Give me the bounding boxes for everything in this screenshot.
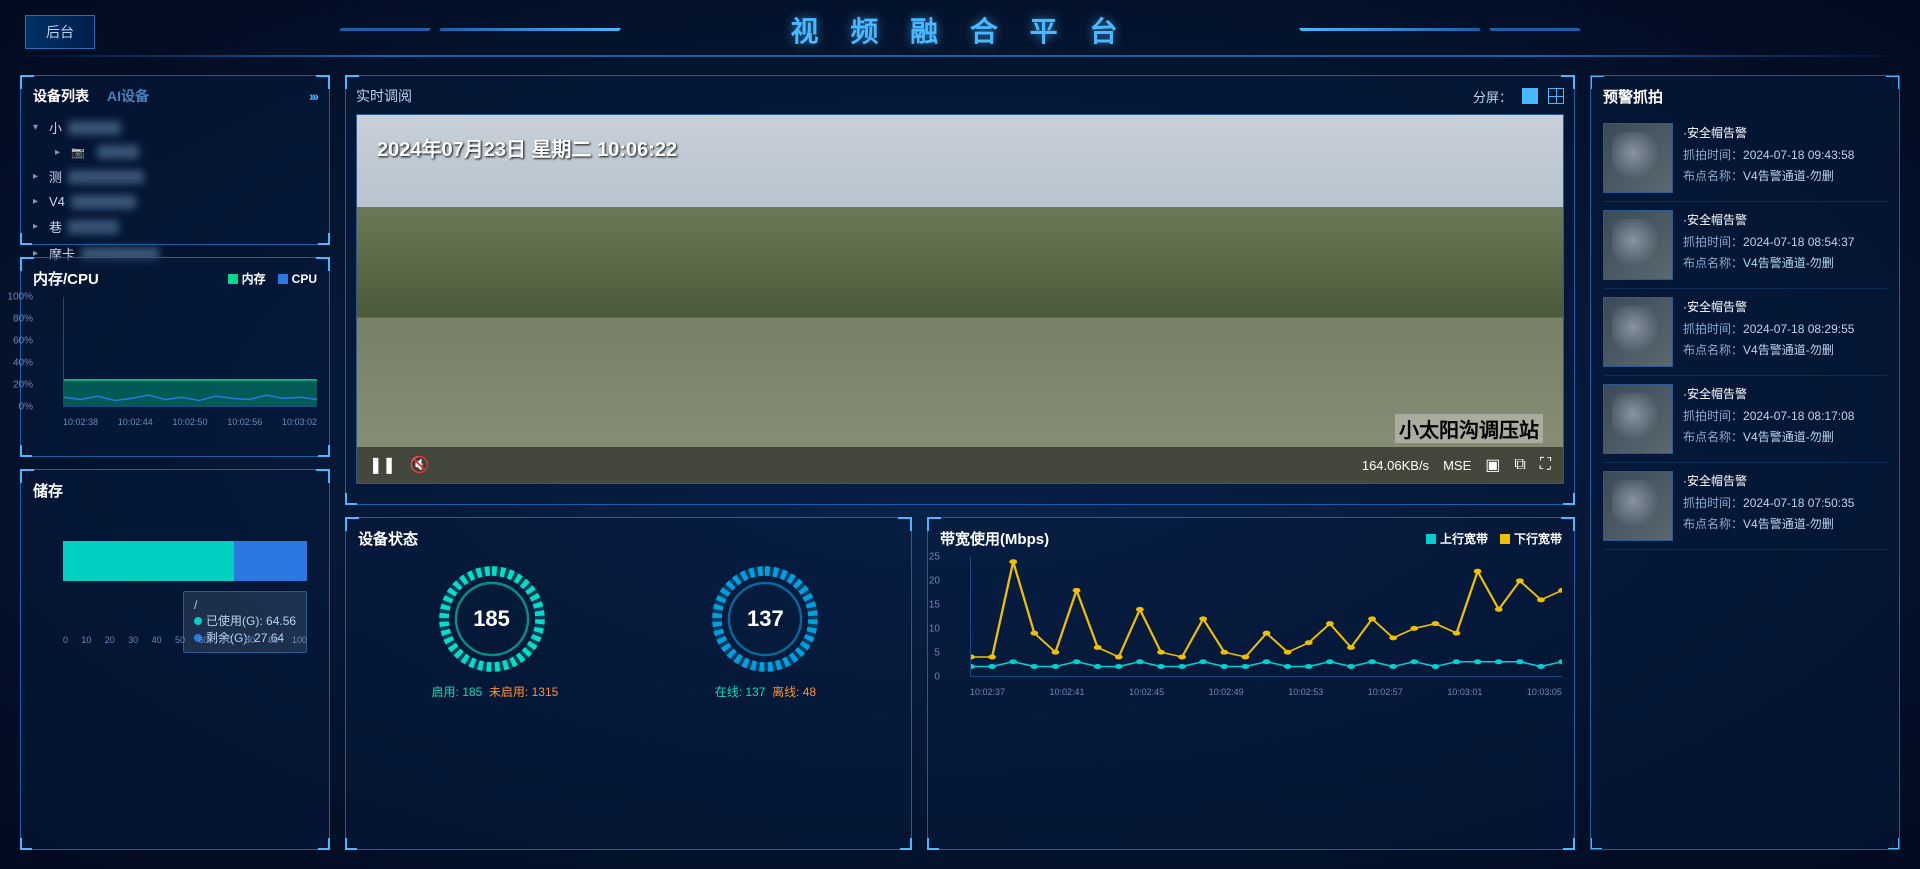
split-4-icon[interactable] xyxy=(1548,88,1564,104)
codec-label: MSE xyxy=(1443,458,1471,473)
pause-icon[interactable]: ❚❚ xyxy=(369,455,396,475)
legend-item: 上行宽带 xyxy=(1426,530,1488,547)
alert-name: ·安全帽告警 xyxy=(1683,297,1854,319)
record-icon[interactable]: ⧉ xyxy=(1514,456,1525,474)
page-title: 视 频 融 合 平 台 xyxy=(791,10,1130,50)
video-controls: ❚❚ 🔇 164.06KB/s MSE ▣ ⧉ ⛶ xyxy=(357,447,1563,483)
video-title: 实时调阅 xyxy=(356,86,412,106)
tree-item[interactable]: ▾小 xyxy=(33,114,317,141)
storage-title: 储存 xyxy=(33,480,63,501)
alert-item[interactable]: ·安全帽告警 抓拍时间：2024-07-18 07:50:35 布点名称：V4告… xyxy=(1603,463,1887,550)
device-status-panel: 设备状态 185 启用: 185 未启用: 1315 137 在线: 137 离… xyxy=(345,517,912,850)
mem-cpu-title: 内存/CPU xyxy=(33,268,99,289)
video-timestamp: 2024年07月23日 星期二 10:06:22 xyxy=(377,133,677,162)
alert-item[interactable]: ·安全帽告警 抓拍时间：2024-07-18 08:29:55 布点名称：V4告… xyxy=(1603,289,1887,376)
tree-item[interactable]: ▸📷 xyxy=(33,141,317,163)
alert-title: 预警抓拍 xyxy=(1603,86,1663,107)
bandwidth-title: 带宽使用(Mbps) xyxy=(940,528,1049,549)
alert-item[interactable]: ·安全帽告警 抓拍时间：2024-07-18 08:17:08 布点名称：V4告… xyxy=(1603,376,1887,463)
alert-thumb xyxy=(1603,384,1673,454)
used-value: 64.56 xyxy=(266,614,296,628)
video-station: 小太阳沟调压站 xyxy=(1395,414,1543,443)
header-decoration-right xyxy=(1300,20,1580,40)
used-label: 已使用(G): xyxy=(206,614,263,628)
tab-ai-device[interactable]: AI设备 xyxy=(107,86,149,106)
alert-item[interactable]: ·安全帽告警 抓拍时间：2024-07-18 08:54:37 布点名称：V4告… xyxy=(1603,202,1887,289)
tree-item[interactable]: ▸巷 xyxy=(33,213,317,240)
alert-panel: 预警抓拍 ·安全帽告警 抓拍时间：2024-07-18 09:43:58 布点名… xyxy=(1590,75,1900,850)
tab-device-list[interactable]: 设备列表 xyxy=(33,86,89,106)
status-title: 设备状态 xyxy=(358,528,418,549)
gauge-label: 在线: 137 离线: 48 xyxy=(705,683,825,700)
more-icon[interactable]: ››› xyxy=(309,88,317,104)
storage-bar xyxy=(63,541,307,581)
mem-cpu-panel: 内存/CPU 内存CPU 100%80%60%40%20%0% 10:02:38… xyxy=(20,257,330,457)
snapshot-icon[interactable]: ▣ xyxy=(1485,455,1500,475)
tooltip-title: / xyxy=(194,598,296,612)
alert-name: ·安全帽告警 xyxy=(1683,471,1854,493)
split-label: 分屏： xyxy=(1473,87,1512,106)
alert-name: ·安全帽告警 xyxy=(1683,123,1854,145)
fullscreen-icon[interactable]: ⛶ xyxy=(1540,456,1551,474)
video-frame[interactable]: 2024年07月23日 星期二 10:06:22 小太阳沟调压站 ❚❚ 🔇 16… xyxy=(356,114,1564,484)
header-decoration-left xyxy=(340,20,620,40)
gauge: 137 xyxy=(705,559,825,679)
alert-thumb xyxy=(1603,210,1673,280)
gauge-label: 启用: 185 未启用: 1315 xyxy=(432,683,559,700)
tree-item[interactable]: ▸测 xyxy=(33,163,317,190)
device-list-panel: 设备列表 AI设备 ››› ▾小▸📷▸测▸V4▸巷▸摩卡 xyxy=(20,75,330,245)
legend-item: 内存 xyxy=(228,270,266,287)
alert-thumb xyxy=(1603,123,1673,193)
tree-item[interactable]: ▸V4 xyxy=(33,190,317,213)
storage-panel: 储存 / 已使用(G): 64.56 剩余(G): 27.64 01020304… xyxy=(20,469,330,850)
video-scene xyxy=(357,115,1563,483)
alert-thumb xyxy=(1603,297,1673,367)
alert-name: ·安全帽告警 xyxy=(1683,384,1854,406)
video-panel: 实时调阅 分屏： 2024年07月23日 星期二 10:06:22 小太阳沟调压… xyxy=(345,75,1575,505)
alert-item[interactable]: ·安全帽告警 抓拍时间：2024-07-18 09:43:58 布点名称：V4告… xyxy=(1603,115,1887,202)
header-underline xyxy=(0,55,1920,57)
alert-thumb xyxy=(1603,471,1673,541)
back-button[interactable]: 后台 xyxy=(25,15,95,49)
legend-item: 下行宽带 xyxy=(1500,530,1562,547)
legend-item: CPU xyxy=(278,272,317,286)
bandwidth-panel: 带宽使用(Mbps) 上行宽带下行宽带 2520151050 10:02:371… xyxy=(927,517,1575,850)
split-1-icon[interactable] xyxy=(1522,88,1538,104)
alert-name: ·安全帽告警 xyxy=(1683,210,1854,232)
gauge: 185 xyxy=(432,559,552,679)
bitrate-label: 164.06KB/s xyxy=(1362,458,1429,473)
mute-icon[interactable]: 🔇 xyxy=(410,455,430,475)
